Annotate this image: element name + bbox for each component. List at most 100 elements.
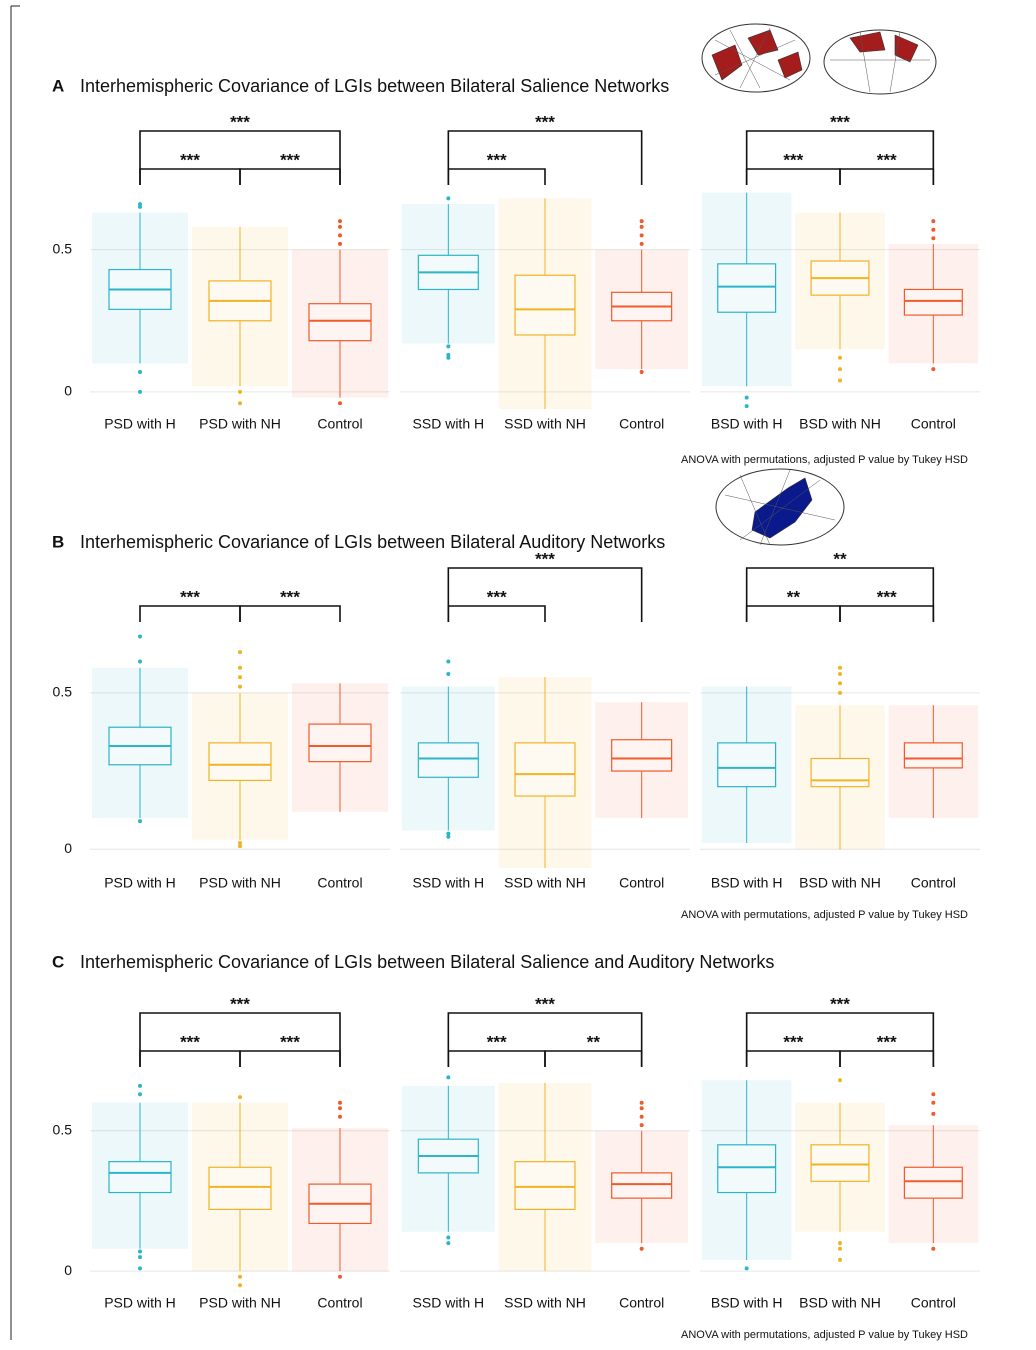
outlier: [639, 1100, 644, 1105]
outlier: [338, 1106, 342, 1111]
box: [514, 1161, 576, 1210]
significance-bracket: [447, 168, 546, 185]
panel-title: Interhemispheric Covariance of LGIs betw…: [80, 76, 669, 96]
box: [810, 1144, 870, 1182]
outlier: [639, 224, 644, 229]
outlier: [744, 395, 749, 400]
x-tick-label: SSD with NH: [504, 416, 586, 432]
x-tick-label: Control: [911, 1295, 956, 1311]
significance-label: ***: [535, 994, 555, 1013]
x-tick-label: Control: [317, 416, 362, 432]
footnote: ANOVA with permutations, adjusted P valu…: [681, 909, 968, 921]
significance-label: ***: [830, 112, 850, 131]
x-tick-label: Control: [619, 1295, 664, 1311]
outlier: [338, 401, 342, 406]
x-tick-label: BSD with NH: [799, 875, 881, 891]
box: [308, 723, 372, 763]
outlier: [639, 241, 644, 246]
outlier: [931, 367, 936, 372]
significance-label: ***: [180, 587, 200, 606]
outlier: [838, 378, 842, 383]
box: [717, 742, 777, 788]
significance-bracket: [745, 605, 841, 622]
outlier: [238, 840, 242, 845]
x-tick-label: BSD with NH: [799, 1295, 881, 1311]
outlier: [446, 1235, 451, 1240]
outlier: [639, 1114, 644, 1119]
outlier: [931, 1111, 936, 1116]
significance-bracket: [544, 1050, 643, 1067]
significance-label: ***: [487, 1032, 507, 1051]
significance-label: ***: [230, 112, 250, 131]
brain-auditory: [715, 468, 845, 546]
significance-label: ***: [830, 994, 850, 1013]
significance-label: ***: [280, 150, 300, 169]
significance-label: ***: [535, 112, 555, 131]
outlier: [238, 684, 242, 689]
x-tick-label: SSD with H: [413, 1295, 485, 1311]
x-tick-label: Control: [317, 875, 362, 891]
outlier: [931, 227, 936, 232]
outlier: [838, 1241, 842, 1246]
box: [308, 303, 372, 342]
box: [903, 742, 963, 769]
outlier: [446, 831, 451, 836]
significance-bracket: [239, 605, 341, 622]
x-tick-label: Control: [619, 416, 664, 432]
significance-bracket: [139, 1050, 241, 1067]
box: [717, 1144, 777, 1194]
box: [208, 742, 272, 782]
outlier: [238, 1283, 242, 1288]
box: [611, 1172, 673, 1199]
significance-bracket: [745, 168, 841, 185]
significance-bracket: [239, 168, 341, 185]
outlier: [446, 344, 451, 349]
x-tick-label: Control: [619, 875, 664, 891]
outlier: [931, 236, 936, 241]
outlier: [446, 355, 451, 360]
significance-bracket: [839, 1050, 935, 1067]
outlier: [931, 1246, 936, 1251]
significance-label: ***: [535, 549, 555, 568]
y-tick-label: 0.5: [53, 684, 73, 700]
box: [903, 288, 963, 316]
outlier: [639, 1123, 644, 1128]
significance-bracket: [447, 1050, 546, 1067]
outlier: [138, 1266, 142, 1271]
brain-salience: [701, 23, 937, 95]
x-tick-label: SSD with NH: [504, 875, 586, 891]
x-tick-label: PSD with NH: [199, 416, 281, 432]
significance-bracket: [139, 130, 341, 185]
significance-label: **: [833, 549, 847, 568]
outlier: [338, 233, 342, 238]
outlier: [138, 389, 142, 394]
outlier: [338, 224, 342, 229]
significance-label: ***: [280, 587, 300, 606]
significance-label: ***: [230, 994, 250, 1013]
outlier: [639, 1106, 644, 1111]
outlier: [138, 819, 142, 824]
outlier: [138, 202, 142, 207]
box: [611, 739, 673, 772]
significance-bracket: [745, 130, 935, 185]
outlier: [446, 1075, 451, 1080]
outlier: [338, 241, 342, 246]
significance-label: ***: [487, 587, 507, 606]
outlier: [138, 204, 142, 209]
significance-bracket: [139, 168, 241, 185]
outlier: [338, 1114, 342, 1119]
outlier: [838, 1257, 842, 1262]
significance-bracket: [447, 1012, 643, 1067]
x-tick-label: PSD with H: [104, 1295, 176, 1311]
outlier: [931, 1100, 936, 1105]
outlier: [138, 1249, 142, 1254]
significance-label: ***: [877, 587, 897, 606]
significance-label: ***: [180, 150, 200, 169]
outlier: [238, 1274, 242, 1279]
outlier: [338, 1274, 342, 1279]
outlier: [446, 672, 451, 677]
panel-label: C: [52, 952, 64, 971]
significance-bracket: [745, 1012, 935, 1067]
x-tick-label: BSD with H: [711, 875, 783, 891]
